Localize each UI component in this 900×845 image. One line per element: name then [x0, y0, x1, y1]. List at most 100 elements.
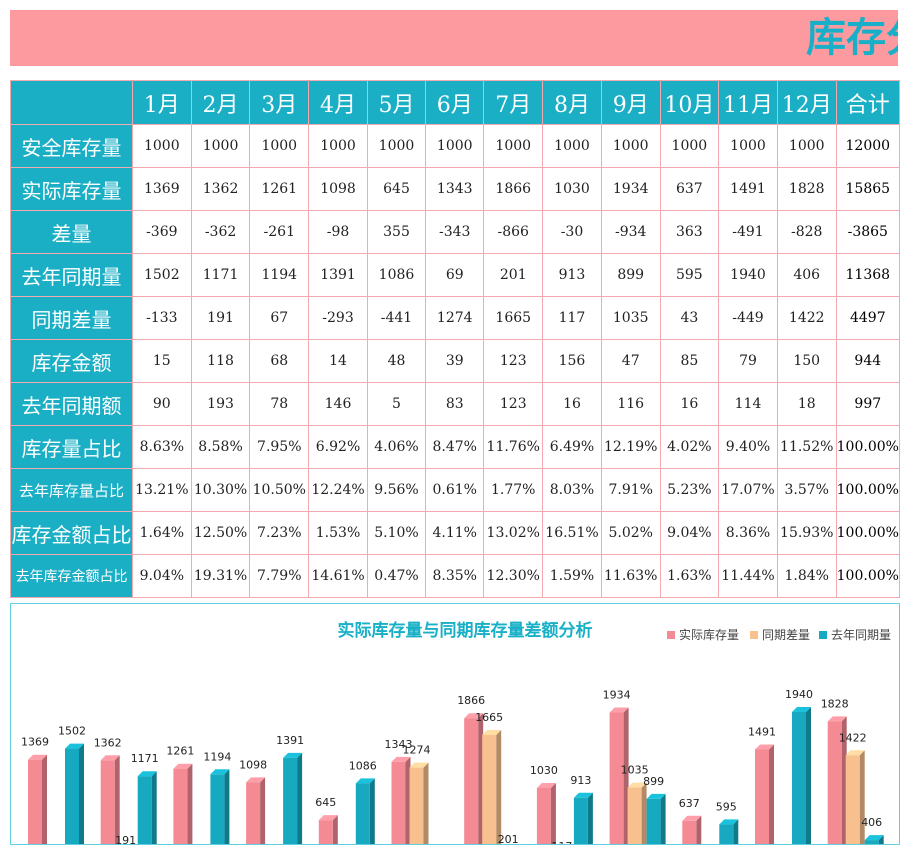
table-cell: 0.47%: [366, 554, 427, 598]
table-cell: 1171: [190, 253, 251, 297]
table-row: 库存金额占比 1.64% 12.50% 7.23% 1.53% 5.10% 4.11% 13.…: [10, 511, 900, 555]
table-row: 去年库存量占比 13.21% 10.30% 10.50% 12.24% 9.56% 0.61…: [10, 468, 900, 512]
table-cell: 7.23%: [249, 511, 310, 555]
table-cell: 69: [425, 253, 485, 297]
bar: [845, 755, 860, 844]
page-title: 库存分: [806, 15, 898, 61]
bar-side: [859, 750, 865, 844]
row-header: 去年同期量: [10, 253, 133, 297]
bar-side: [332, 815, 338, 844]
table-cell: 68: [249, 339, 310, 383]
bar: [409, 767, 424, 844]
table-cell: 3.57%: [776, 468, 837, 512]
table-cell: 7.79%: [249, 554, 310, 598]
table-cell: 4.02%: [659, 425, 720, 469]
bar-side: [224, 769, 230, 844]
table-row: 库存量占比 8.63% 8.58% 7.95% 6.92% 4.06% 8.47% 11.76…: [10, 425, 900, 469]
bar-side: [641, 782, 647, 844]
column-header: 11月: [718, 80, 778, 125]
table-cell: 5: [366, 382, 427, 426]
table-cell: 1.63%: [659, 554, 720, 598]
total-cell: 4497: [835, 296, 900, 340]
table-cell: 1261: [249, 167, 310, 211]
data-label: 1369: [21, 736, 49, 749]
data-label: 1665: [475, 711, 503, 724]
bar-top: [646, 793, 666, 799]
bar-top: [609, 707, 629, 713]
table-cell: 193: [190, 382, 251, 426]
row-header: 去年库存量占比: [10, 468, 133, 512]
table-cell: 10.50%: [249, 468, 310, 512]
legend-label: 实际库存量: [679, 627, 739, 642]
table-cell: 1000: [718, 124, 778, 168]
bar-side: [478, 713, 484, 844]
table-cell: 9.04%: [659, 511, 720, 555]
bar-top: [318, 815, 338, 821]
bar: [627, 787, 642, 844]
data-label: 1940: [785, 688, 813, 701]
bar: [646, 798, 661, 844]
table-cell: 1.77%: [483, 468, 544, 512]
table-cell: 645: [366, 167, 427, 211]
bar: [464, 718, 479, 844]
column-header: 12月: [776, 80, 837, 125]
data-label: 191: [115, 834, 136, 844]
bar-top: [210, 769, 230, 775]
bar-top: [755, 744, 774, 750]
column-header: 6月: [425, 80, 485, 125]
table-cell: 1000: [190, 124, 251, 168]
table-cell: 1491: [718, 167, 778, 211]
bar: [827, 721, 842, 844]
table-cell: 406: [776, 253, 837, 297]
bar-top: [719, 819, 739, 825]
table-cell: 1000: [776, 124, 837, 168]
bar-side: [79, 743, 84, 844]
table-cell: 363: [659, 210, 720, 254]
bar: [137, 776, 152, 844]
table-cell: 117: [542, 296, 602, 340]
table-cell: -866: [483, 210, 544, 254]
table-cell: 12.19%: [600, 425, 661, 469]
table-cell: 1274: [425, 296, 485, 340]
table-cell: 4.11%: [425, 511, 485, 555]
table-cell: 1502: [131, 253, 192, 297]
bar-top: [283, 752, 303, 758]
legend-swatch: [819, 631, 827, 639]
table-cell: 899: [600, 253, 661, 297]
legend-label: 去年同期量: [831, 628, 891, 642]
table-cell: 1000: [249, 124, 310, 168]
table-cell: 39: [425, 339, 485, 383]
table-cell: 19.31%: [190, 554, 251, 598]
table-cell: 90: [131, 382, 192, 426]
table-cell: 1098: [308, 167, 368, 211]
table-cell: 123: [483, 382, 544, 426]
bar-top: [573, 792, 593, 798]
data-label: 1261: [166, 745, 194, 758]
table-cell: 8.58%: [190, 425, 251, 469]
bar-side: [769, 744, 774, 844]
table-cell: 116: [600, 382, 661, 426]
table-cell: 201: [483, 253, 544, 297]
bar-side: [260, 777, 266, 844]
table-cell: 913: [542, 253, 602, 297]
table-row: 去年库存金额占比 9.04% 19.31% 7.79% 14.61% 0.47% 8.35%…: [10, 554, 900, 598]
data-label: 595: [716, 800, 737, 813]
table-cell: -449: [718, 296, 778, 340]
corner-cell: [10, 80, 133, 125]
bar-side: [369, 778, 375, 844]
bar: [864, 840, 879, 844]
total-cell: 944: [835, 339, 900, 383]
table-cell: 12.30%: [483, 554, 544, 598]
total-cell: 997: [835, 382, 900, 426]
table-cell: 8.63%: [131, 425, 192, 469]
table-cell: 85: [659, 339, 720, 383]
table-cell: 1422: [776, 296, 837, 340]
table-cell: 114: [718, 382, 778, 426]
table-cell: 1.59%: [542, 554, 602, 598]
table-cell: 9.40%: [718, 425, 778, 469]
table-cell: 1.84%: [776, 554, 837, 598]
row-header: 库存金额: [10, 339, 133, 383]
table-cell: 12.50%: [190, 511, 251, 555]
table-cell: 11.63%: [600, 554, 661, 598]
table-cell: 83: [425, 382, 485, 426]
